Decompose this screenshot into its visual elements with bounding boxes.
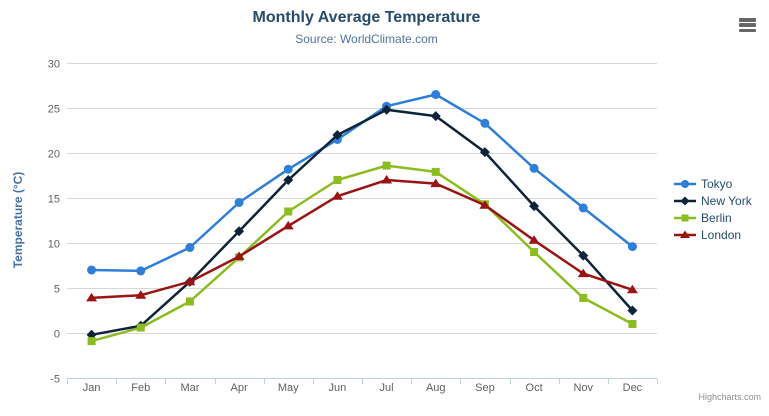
data-point-london[interactable] [135, 290, 147, 299]
series-line-london[interactable] [90, 178, 634, 300]
hamburger-menu-icon [739, 18, 756, 22]
y-tick-label: 30 [48, 59, 60, 71]
data-point-tokyo[interactable] [578, 203, 588, 213]
chart-subtitle: Source: WorldClimate.com [295, 32, 438, 46]
y-tick-label: -5 [50, 374, 60, 386]
data-point-berlin[interactable] [284, 207, 293, 216]
series-line-berlin[interactable] [90, 164, 634, 343]
export-menu-button[interactable] [739, 18, 756, 32]
x-tick-label: Jan [83, 382, 101, 394]
hamburger-menu-icon [739, 23, 756, 27]
data-point-tokyo[interactable] [480, 118, 490, 128]
data-point-london[interactable] [331, 191, 343, 200]
diamond-marker-icon [674, 196, 696, 205]
data-point-london[interactable] [282, 220, 294, 230]
x-tick-label: Jun [329, 382, 347, 394]
data-point-berlin[interactable] [628, 320, 637, 328]
data-point-berlin[interactable] [87, 337, 96, 346]
legend: Tokyo New York Berlin London [674, 175, 752, 243]
legend-symbol [680, 196, 690, 205]
legend-item-label: London [701, 227, 742, 242]
data-point-tokyo[interactable] [627, 242, 637, 252]
y-tick-label: 5 [54, 284, 60, 296]
data-point-london[interactable] [528, 235, 540, 244]
y-tick-label: 25 [48, 104, 60, 116]
triangle-marker-icon [674, 230, 696, 238]
x-tick-label: Aug [426, 382, 446, 394]
data-point-new-york[interactable] [627, 305, 638, 316]
data-point-new-york[interactable] [381, 104, 392, 115]
x-tick-label: Nov [573, 382, 593, 394]
data-point-berlin[interactable] [185, 297, 194, 306]
data-point-berlin[interactable] [431, 167, 440, 176]
legend-item-berlin[interactable]: Berlin [674, 209, 752, 226]
x-tick-label: Oct [526, 382, 543, 394]
data-point-tokyo[interactable] [431, 90, 441, 99]
x-tick-label: Sep [475, 382, 495, 394]
legend-item-label: New York [701, 193, 752, 208]
legend-item-london[interactable]: London [674, 226, 752, 243]
x-tick-label: Apr [231, 382, 248, 394]
legend-item-label: Berlin [701, 210, 732, 225]
data-point-berlin[interactable] [382, 161, 391, 170]
x-tick-label: Feb [131, 382, 150, 394]
data-point-new-york[interactable] [283, 175, 294, 185]
legend-item-label: Tokyo [701, 176, 733, 191]
data-point-tokyo[interactable] [87, 265, 97, 275]
data-point-berlin[interactable] [136, 323, 145, 332]
y-tick-label: 15 [48, 194, 60, 206]
data-point-new-york[interactable] [430, 111, 441, 122]
data-point-tokyo[interactable] [529, 163, 539, 173]
data-point-new-york[interactable] [479, 147, 490, 158]
data-point-tokyo[interactable] [283, 164, 293, 174]
data-point-tokyo[interactable] [185, 243, 195, 252]
data-point-tokyo[interactable] [234, 198, 244, 207]
x-tick-label: Jul [380, 382, 394, 394]
data-point-new-york[interactable] [332, 130, 343, 140]
data-point-london[interactable] [626, 284, 638, 294]
square-marker-icon [674, 214, 696, 221]
data-point-new-york[interactable] [578, 250, 589, 261]
data-point-tokyo[interactable] [136, 266, 146, 276]
circle-marker-icon [674, 179, 696, 188]
data-point-london[interactable] [577, 268, 589, 278]
data-point-london[interactable] [86, 292, 98, 302]
legend-item-tokyo[interactable]: Tokyo [674, 175, 752, 192]
y-tick-label: 20 [48, 149, 60, 161]
data-point-berlin[interactable] [333, 176, 342, 184]
legend-item-new-york[interactable]: New York [674, 192, 752, 209]
data-point-new-york[interactable] [529, 201, 540, 212]
x-tick-label: Mar [180, 382, 199, 394]
y-tick-label: 0 [54, 329, 60, 341]
hamburger-menu-icon [739, 28, 756, 32]
data-point-london[interactable] [233, 251, 245, 261]
chart-title: Monthly Average Temperature [252, 9, 481, 26]
series-line-tokyo[interactable] [90, 93, 634, 273]
legend-symbol [681, 179, 689, 188]
data-point-london[interactable] [479, 200, 491, 209]
data-point-london[interactable] [184, 276, 196, 286]
legend-symbol [680, 230, 690, 238]
x-tick-label: Dec [623, 382, 643, 394]
legend-symbol [681, 214, 689, 221]
data-point-berlin[interactable] [530, 248, 539, 256]
y-tick-label: 10 [48, 239, 60, 251]
y-axis-title: Temperature (°C) [11, 172, 25, 269]
data-point-berlin[interactable] [579, 293, 588, 302]
series-line-new-york[interactable] [90, 108, 634, 337]
data-point-london[interactable] [430, 178, 442, 188]
x-tick-label: May [278, 382, 299, 394]
data-point-new-york[interactable] [234, 226, 245, 237]
data-point-london[interactable] [381, 175, 393, 184]
credits-link[interactable]: Highcharts.com [698, 392, 761, 402]
